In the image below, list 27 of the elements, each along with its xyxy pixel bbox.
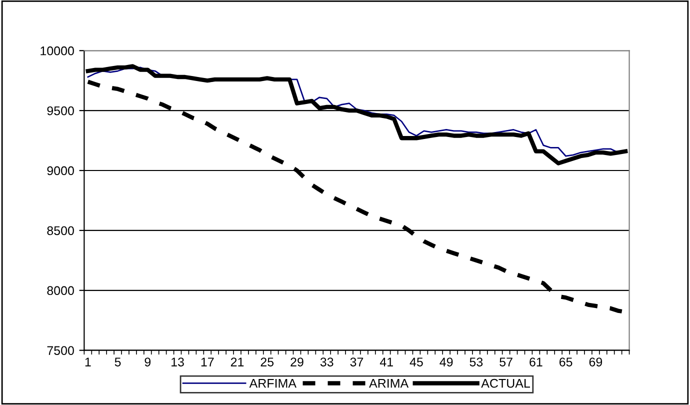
x-tick-label: 65 — [559, 358, 572, 366]
x-tick-label: 25 — [260, 358, 274, 366]
x-tick-label: 53 — [470, 358, 483, 366]
x-tick-label: 37 — [350, 358, 364, 366]
x-tick-label: 17 — [201, 358, 214, 366]
y-tick-label: 10000 — [40, 46, 74, 56]
x-tick-label: 13 — [172, 358, 184, 366]
y-tick-label: 9500 — [47, 106, 74, 116]
x-tick-label: 45 — [410, 358, 423, 366]
x-tick-label: 9 — [144, 358, 151, 366]
x-tick-label: 21 — [230, 358, 244, 366]
x-tick-label: 33 — [320, 358, 334, 366]
x-tick-label: 49 — [440, 358, 453, 366]
legend-label: ACTUAL — [481, 378, 530, 388]
legend-label: ARFIMA — [249, 379, 296, 388]
x-tick-label: 61 — [530, 358, 542, 366]
y-tick-label: 8000 — [47, 286, 74, 296]
y-tick-label: 8500 — [47, 226, 74, 236]
y-tick-label: 7500 — [47, 346, 74, 355]
x-tick-label: 41 — [380, 358, 393, 366]
x-tick-label: 57 — [500, 358, 512, 366]
legend-label: ARIMA — [369, 379, 409, 388]
x-tick-label: 69 — [589, 358, 602, 366]
y-tick-label: 9000 — [47, 166, 74, 176]
x-tick-label: 29 — [290, 358, 304, 366]
x-tick-label: 1 — [85, 358, 91, 366]
x-tick-label: 5 — [114, 358, 121, 366]
